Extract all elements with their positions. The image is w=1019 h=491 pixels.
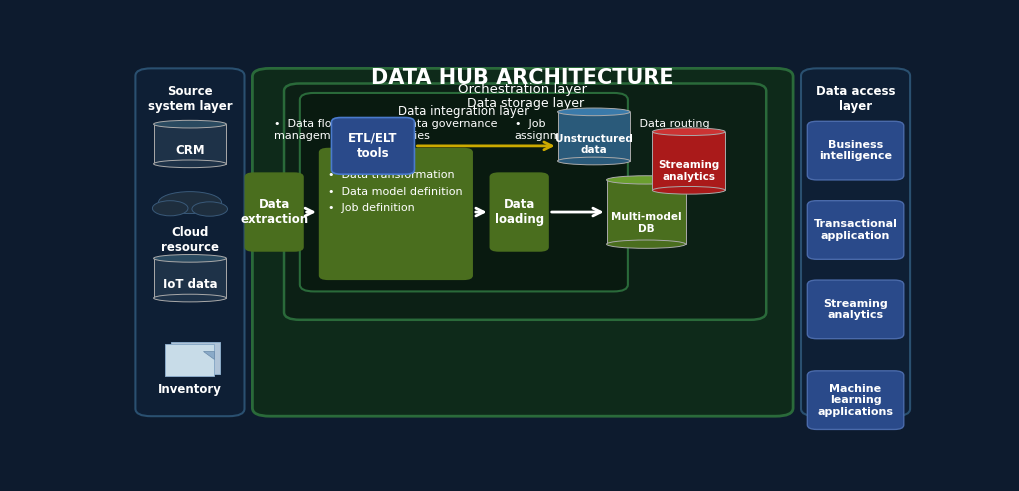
Text: Machine
learning
applications: Machine learning applications <box>817 383 893 417</box>
FancyBboxPatch shape <box>807 280 903 339</box>
FancyBboxPatch shape <box>136 68 245 416</box>
FancyBboxPatch shape <box>331 117 414 174</box>
Ellipse shape <box>192 202 227 216</box>
Ellipse shape <box>606 176 685 184</box>
Bar <box>557 112 630 161</box>
Text: Source
system layer: Source system layer <box>148 85 232 113</box>
Polygon shape <box>203 351 214 358</box>
Text: Data
loading: Data loading <box>494 198 543 226</box>
Text: Data storage layer: Data storage layer <box>466 97 583 109</box>
Text: Unstructured
data: Unstructured data <box>554 134 632 156</box>
Text: Business
intelligence: Business intelligence <box>818 140 892 162</box>
Text: Transactional
application: Transactional application <box>813 219 897 241</box>
Text: ETL/ELT
tools: ETL/ELT tools <box>347 132 397 160</box>
FancyBboxPatch shape <box>807 121 903 180</box>
Ellipse shape <box>152 201 187 216</box>
Text: Cloud
resource: Cloud resource <box>161 226 219 254</box>
Ellipse shape <box>606 240 685 248</box>
Ellipse shape <box>158 191 221 214</box>
FancyBboxPatch shape <box>807 371 903 430</box>
Text: CRM: CRM <box>175 144 205 157</box>
FancyBboxPatch shape <box>252 68 793 416</box>
Text: Multi-model
DB: Multi-model DB <box>610 212 681 234</box>
Text: •  Job
assignment: • Job assignment <box>515 119 579 141</box>
Text: •  Data governance
policies: • Data governance policies <box>388 119 497 141</box>
Bar <box>154 258 226 298</box>
Ellipse shape <box>652 128 725 136</box>
Text: Data integration layer: Data integration layer <box>397 105 529 118</box>
FancyBboxPatch shape <box>283 83 765 320</box>
Text: Inventory: Inventory <box>158 383 222 396</box>
Ellipse shape <box>154 160 226 167</box>
Text: DATA HUB ARCHITECTURE: DATA HUB ARCHITECTURE <box>371 68 674 88</box>
FancyBboxPatch shape <box>245 172 304 252</box>
Ellipse shape <box>557 108 630 116</box>
Text: Orchestration layer: Orchestration layer <box>458 83 587 97</box>
Bar <box>154 124 226 164</box>
Text: Data
extraction: Data extraction <box>239 198 308 226</box>
Text: Streaming
analytics: Streaming analytics <box>657 160 718 182</box>
Ellipse shape <box>154 254 226 262</box>
Ellipse shape <box>557 157 630 165</box>
FancyBboxPatch shape <box>807 201 903 259</box>
Ellipse shape <box>154 294 226 302</box>
FancyBboxPatch shape <box>800 68 909 416</box>
Bar <box>606 180 685 244</box>
Bar <box>652 132 725 191</box>
Text: Data access
layer: Data access layer <box>815 85 895 113</box>
FancyBboxPatch shape <box>319 148 473 280</box>
Bar <box>165 344 214 376</box>
Text: •  Data routing: • Data routing <box>625 119 708 130</box>
Text: IoT data: IoT data <box>162 278 217 291</box>
FancyBboxPatch shape <box>300 93 628 292</box>
Ellipse shape <box>154 120 226 128</box>
Text: Streaming
analytics: Streaming analytics <box>822 299 888 320</box>
FancyBboxPatch shape <box>489 172 548 252</box>
Text: •  Data transformation
•  Data model definition
•  Job definition: • Data transformation • Data model defin… <box>328 170 463 213</box>
Ellipse shape <box>652 187 725 194</box>
Bar <box>171 342 220 375</box>
Text: •  Data flow
management: • Data flow management <box>273 119 348 141</box>
